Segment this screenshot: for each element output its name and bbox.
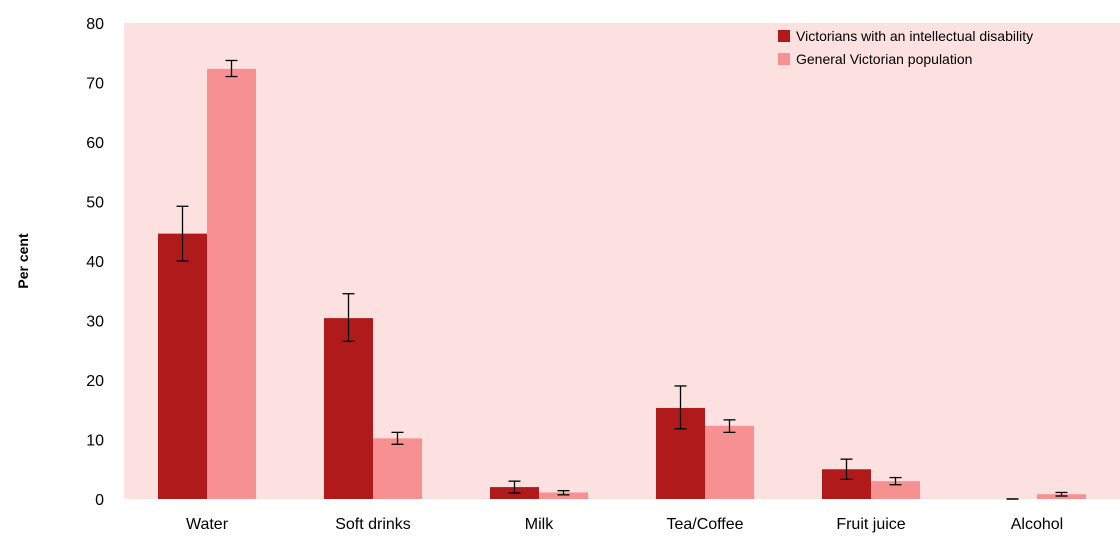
x-tick-label: Tea/Coffee (666, 516, 743, 533)
y-tick-label: 40 (86, 254, 104, 271)
bar (539, 492, 588, 499)
y-axis-ticks: 0 10 20 30 40 50 60 70 80 (86, 16, 104, 509)
y-tick-label: 60 (86, 135, 104, 152)
y-axis-label: Per cent (15, 233, 31, 289)
bar (373, 438, 422, 499)
x-tick-label: Fruit juice (836, 516, 905, 533)
x-axis-ticks: Water Soft drinks Milk Tea/Coffee Fruit juic… (186, 516, 1063, 533)
y-tick-label: 0 (95, 492, 104, 509)
y-tick-label: 50 (86, 195, 104, 212)
y-tick-label: 20 (86, 373, 104, 390)
x-tick-label: Water (186, 516, 229, 533)
x-tick-label: Alcohol (1011, 516, 1063, 533)
bar (324, 318, 373, 499)
bar (207, 68, 256, 499)
x-tick-label: Soft drinks (335, 516, 411, 533)
y-tick-label: 80 (86, 16, 104, 33)
plot-area (124, 23, 1120, 499)
bar (705, 425, 754, 499)
y-tick-label: 10 (86, 433, 104, 450)
legend-swatch (778, 30, 790, 42)
legend: Victorians with an intellectual disabili… (778, 28, 1033, 67)
bar (871, 481, 920, 499)
legend-swatch (778, 53, 790, 65)
y-tick-label: 30 (86, 314, 104, 331)
y-tick-label: 70 (86, 76, 104, 93)
bar (158, 233, 207, 499)
legend-label: Victorians with an intellectual disabili… (796, 28, 1033, 44)
x-tick-label: Milk (525, 516, 554, 533)
error-bars (176, 59, 1068, 500)
legend-label: General Victorian population (796, 51, 972, 67)
